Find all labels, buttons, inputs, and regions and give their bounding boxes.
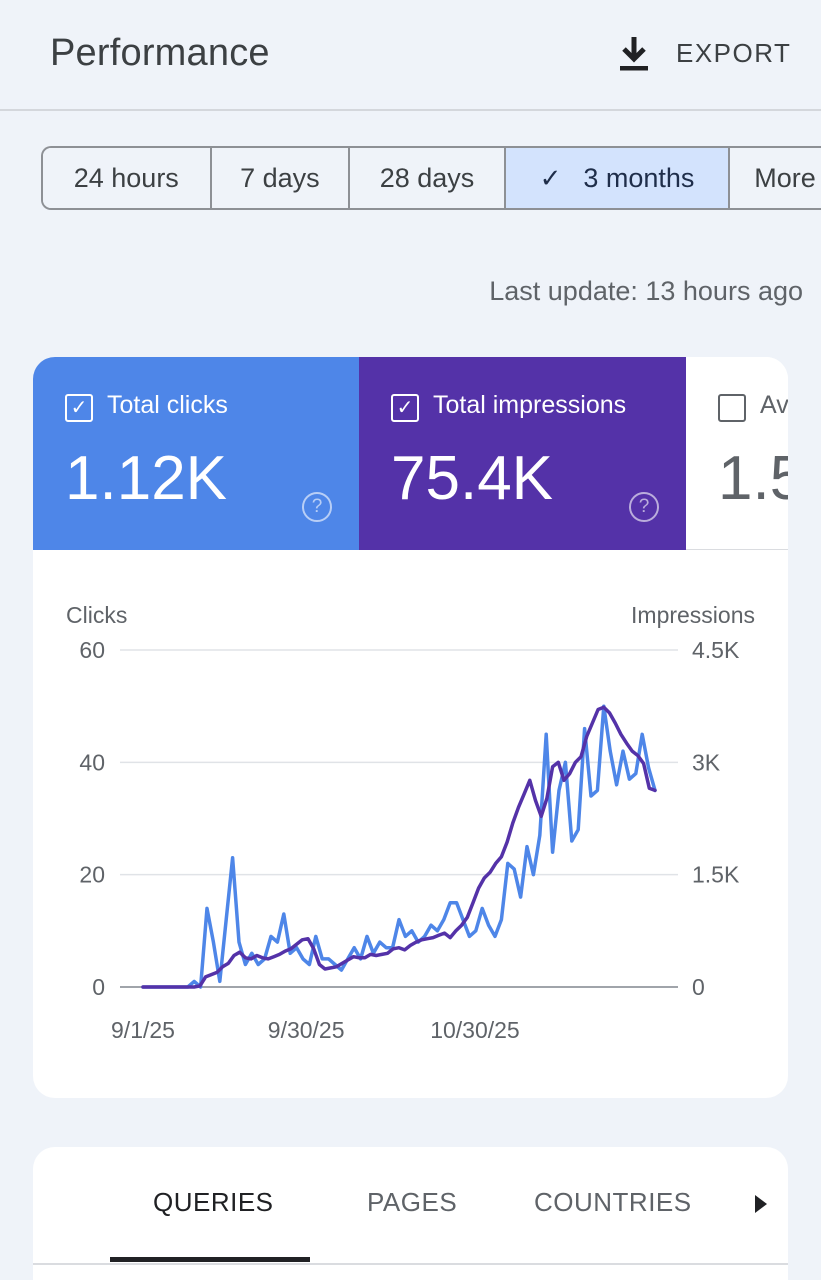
checkbox-checked-icon[interactable]: ✓ <box>65 394 93 422</box>
range-3-months[interactable]: ✓ 3 months <box>505 148 731 208</box>
range-24-hours[interactable]: 24 hours <box>43 148 212 208</box>
performance-card: ✓ Total clicks 1.12K ? ✓ Total impressio… <box>33 357 788 1098</box>
page-title: Performance <box>50 32 270 74</box>
metric-value: 1.12K <box>65 444 228 513</box>
x-tick-label: 9/1/25 <box>111 1017 175 1043</box>
divider <box>33 1263 788 1265</box>
check-icon: ✓ <box>539 162 562 193</box>
metric-value: 75.4K <box>391 444 554 513</box>
metric-value: 1.5 <box>718 444 788 513</box>
x-tick-label: 10/30/25 <box>430 1017 520 1043</box>
checkbox-unchecked-icon[interactable] <box>718 394 746 422</box>
help-icon[interactable]: ? <box>302 492 332 522</box>
range-label: More <box>754 162 816 193</box>
download-icon <box>620 37 648 71</box>
right-tick-label: 0 <box>692 974 705 1000</box>
range-label: 3 months <box>583 162 695 193</box>
metric-label: Av <box>760 391 788 419</box>
export-label: EXPORT <box>676 37 792 68</box>
metric-total-impressions[interactable]: ✓ Total impressions 75.4K ? <box>359 357 686 550</box>
last-update-text: Last update: 13 hours ago <box>489 276 803 306</box>
chevron-right-icon[interactable] <box>751 1192 771 1216</box>
metric-label: Total impressions <box>433 391 627 419</box>
active-tab-indicator <box>110 1257 310 1262</box>
range-7-days[interactable]: 7 days <box>211 148 351 208</box>
x-tick-label: 9/30/25 <box>268 1017 345 1043</box>
left-tick-label: 60 <box>79 637 105 663</box>
clicks-series-line <box>141 704 657 989</box>
checkbox-checked-icon[interactable]: ✓ <box>391 394 419 422</box>
tab-pages[interactable]: PAGES <box>367 1187 458 1217</box>
metric-label: Total clicks <box>107 391 228 419</box>
export-button[interactable]: EXPORT <box>612 30 802 76</box>
metric-total-clicks[interactable]: ✓ Total clicks 1.12K ? <box>33 357 359 550</box>
range-28-days[interactable]: 28 days <box>350 148 506 208</box>
help-icon[interactable]: ? <box>629 492 659 522</box>
left-tick-label: 20 <box>79 862 105 888</box>
left-tick-label: 40 <box>79 749 105 775</box>
range-more[interactable]: More <box>730 148 821 208</box>
tabs-card: QUERIES PAGES COUNTRIES <box>33 1147 788 1280</box>
tab-queries[interactable]: QUERIES <box>153 1187 274 1217</box>
range-label: 28 days <box>379 162 475 193</box>
right-tick-label: 3K <box>692 749 721 775</box>
range-label: 24 hours <box>73 162 179 193</box>
left-tick-label: 0 <box>92 974 105 1000</box>
right-tick-label: 1.5K <box>692 862 740 888</box>
app-header: Performance EXPORT <box>0 0 821 111</box>
range-label: 7 days <box>240 162 320 193</box>
date-range-selector: 24 hours 7 days 28 days ✓ 3 months More <box>41 146 821 210</box>
left-axis-title: Clicks <box>66 602 127 628</box>
tab-countries[interactable]: COUNTRIES <box>534 1187 692 1217</box>
metric-average[interactable]: Av 1.5 <box>686 357 788 550</box>
right-axis-title: Impressions <box>631 602 755 628</box>
right-tick-label: 4.5K <box>692 637 740 663</box>
impressions-series-line <box>141 705 657 989</box>
